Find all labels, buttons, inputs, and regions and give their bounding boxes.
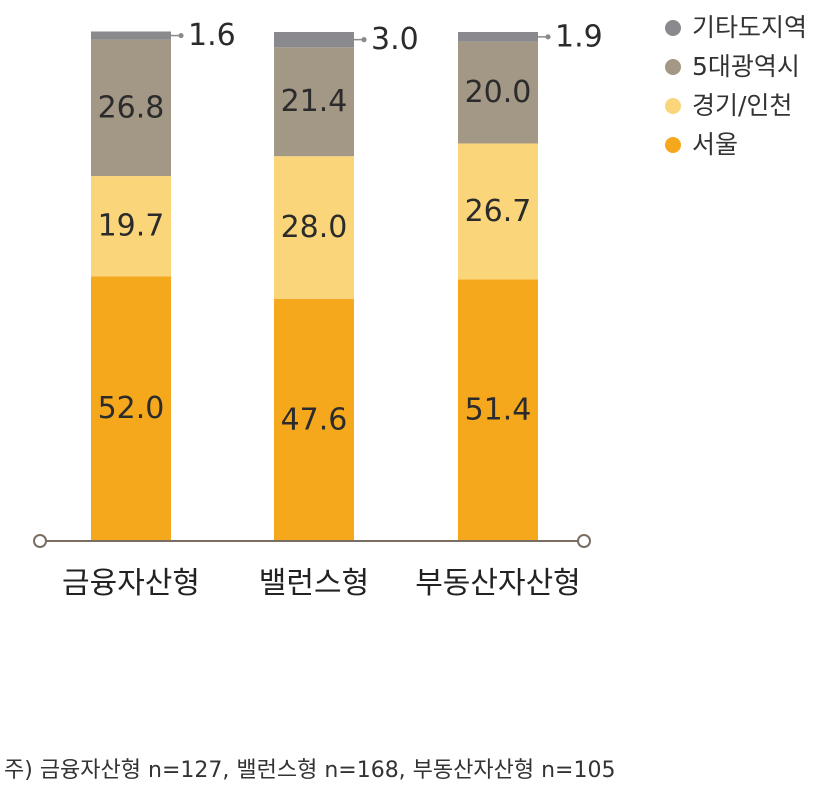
value-label-4-3: 1.9 (555, 19, 603, 54)
legend-marker-2 (665, 59, 681, 75)
bars-group: 52.0 19.7 26.8 1.6 47.6 28.0 21.4 3.0 51.4 26.7 20… (91, 18, 603, 541)
bar-segment-2-2 (274, 156, 354, 299)
value-label-1-2: 47.6 (281, 402, 348, 437)
value-label-3-2: 21.4 (281, 84, 348, 119)
category-label-1: 금융자산형 (62, 566, 200, 601)
category-label-3: 부동산자산형 (415, 566, 581, 601)
value-label-3-3: 20.0 (465, 75, 532, 110)
bar-segment-3-2 (274, 47, 354, 157)
leader-dot-3 (545, 34, 551, 40)
legend-marker-3 (665, 98, 681, 114)
value-label-3-1: 26.8 (98, 90, 165, 125)
value-label-1-3: 51.4 (465, 393, 532, 428)
footnote: 주) 금융자산형 n=127, 밸런스형 n=168, 부동산자산형 n=105 (4, 758, 616, 783)
legend-label-1: 기타도지역 (692, 13, 807, 42)
stacked-bar-chart: 52.0 19.7 26.8 1.6 47.6 28.0 21.4 3.0 51.4 26.7 20… (33, 13, 807, 601)
legend-marker-1 (665, 20, 681, 36)
bar-segment-4-3 (458, 32, 538, 42)
legend-label-3: 경기/인천 (692, 91, 792, 120)
x-axis-left-endpoint (33, 534, 47, 548)
x-axis-right-endpoint (577, 534, 591, 548)
value-label-1-1: 52.0 (98, 391, 165, 426)
bar-segment-1-2 (274, 298, 354, 541)
leader-dot-2 (361, 37, 367, 43)
bar-segment-2-3 (458, 143, 538, 280)
bar-segment-3-1 (91, 39, 171, 177)
value-label-4-2: 3.0 (371, 22, 419, 57)
legend-label-2: 5대광역시 (692, 52, 800, 81)
category-label-2: 밸런스형 (259, 566, 369, 601)
value-label-2-3: 26.7 (465, 194, 532, 229)
x-axis: 금융자산형 밸런스형 부동산자산형 (33, 534, 591, 601)
value-label-4-1: 1.6 (188, 18, 236, 53)
bar-segment-1-3 (458, 279, 538, 541)
leader-dot-1 (178, 32, 184, 39)
bar-segment-3-3 (458, 41, 538, 144)
legend-label-4: 서울 (692, 130, 738, 159)
bar-segment-1-1 (91, 276, 171, 541)
value-label-2-1: 19.7 (98, 209, 165, 244)
bar-segment-4-2 (274, 32, 354, 48)
legend-marker-4 (665, 137, 681, 153)
value-label-2-2: 28.0 (281, 210, 348, 245)
bar-segment-2-1 (91, 176, 171, 277)
bar-segment-4-1 (91, 31, 171, 40)
